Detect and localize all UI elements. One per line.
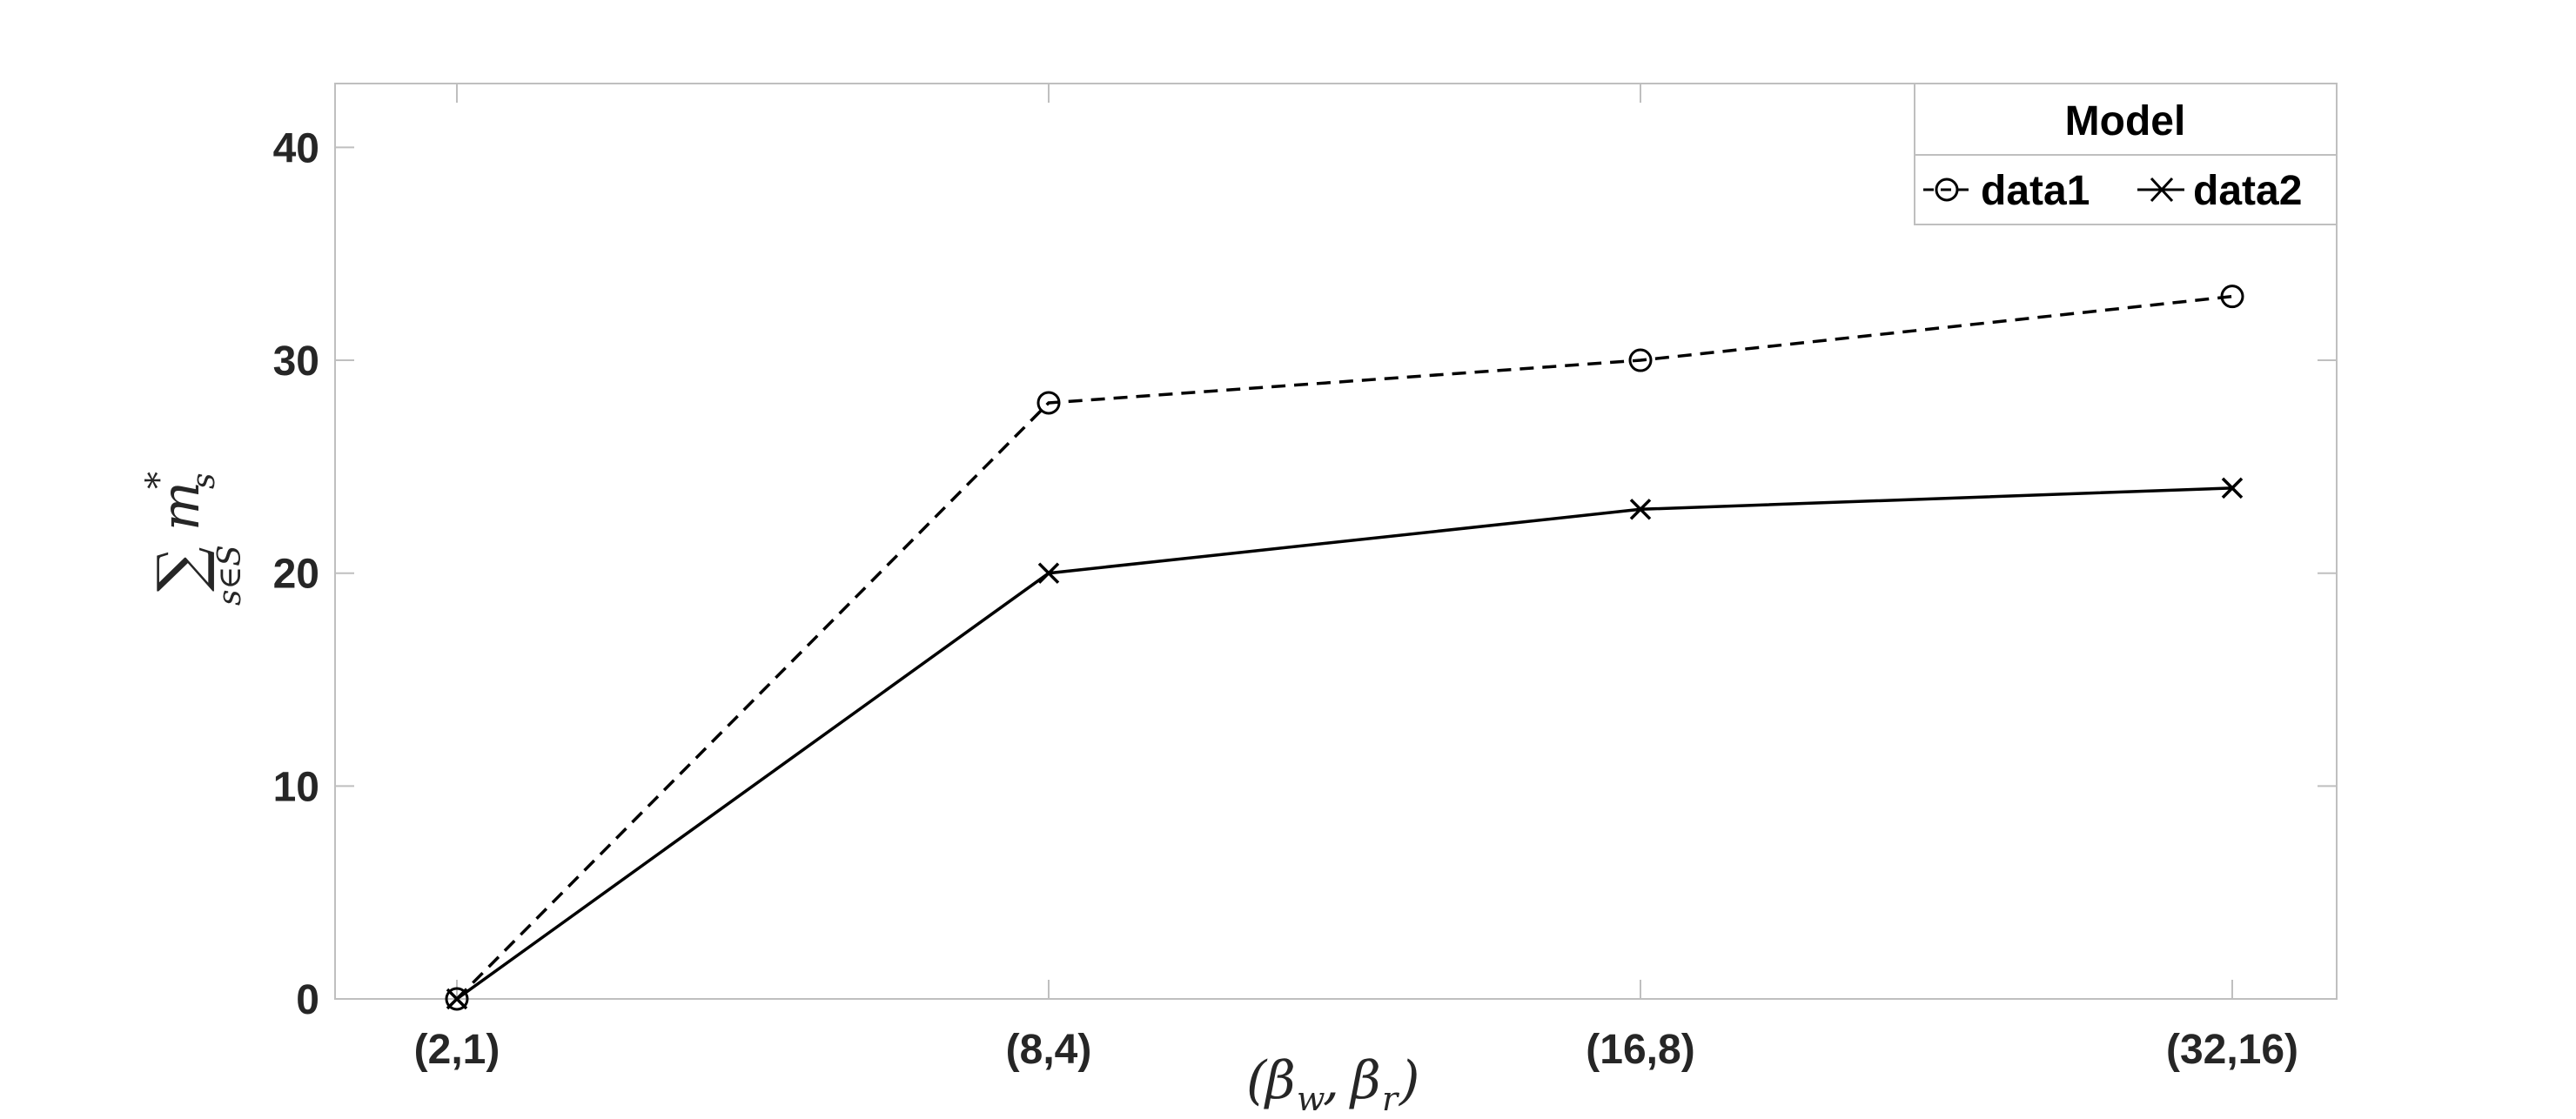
point-data2 — [2221, 477, 2244, 499]
svg-text:*: * — [139, 472, 179, 489]
legend-entry-data1: data1 — [1923, 168, 2090, 214]
point-data1 — [445, 987, 469, 1011]
svg-text:(: ( — [1246, 1050, 1268, 1111]
svg-text:s: s — [186, 473, 222, 489]
legend-label-data2: data2 — [2193, 168, 2302, 214]
point-data2 — [1629, 499, 1652, 520]
point-data1 — [2220, 285, 2244, 309]
series-layer — [445, 285, 2244, 1011]
legend-label-data1: data1 — [1981, 168, 2090, 214]
y-tick-label: 40 — [273, 125, 319, 171]
svg-text:β: β — [1264, 1050, 1296, 1111]
legend-entry-data2: data2 — [2137, 168, 2302, 214]
legend-title: Model — [2065, 98, 2186, 144]
y-tick-label: 30 — [273, 338, 319, 385]
x-tick-labels: (2,1) (8,4) (16,8) (32,16) — [414, 1027, 2298, 1073]
legend-marker-circle — [1935, 178, 1959, 202]
point-data1 — [1628, 348, 1653, 372]
svg-text:w: w — [1297, 1080, 1325, 1118]
svg-text:,: , — [1323, 1050, 1339, 1111]
svg-text:β: β — [1349, 1050, 1381, 1111]
series-line-data1 — [455, 294, 2233, 1001]
y-tick-label: 20 — [273, 552, 319, 598]
point-data1 — [1036, 391, 1061, 415]
x-tick-label: (16,8) — [1586, 1027, 1694, 1073]
y-axis-label: ∑ s∈S m * s — [139, 472, 248, 606]
point-data2 — [446, 988, 468, 1010]
x-tick-label: (2,1) — [414, 1027, 500, 1073]
legend: Model data1 data2 — [1914, 83, 2338, 225]
svg-text:): ) — [1398, 1050, 1419, 1111]
point-data2 — [1037, 562, 1060, 584]
y-tick-label: 0 — [296, 977, 319, 1023]
svg-text:∑: ∑ — [144, 547, 217, 592]
svg-text:m: m — [151, 481, 211, 531]
x-axis-label: ( β w , β r ) — [1246, 1050, 1419, 1118]
y-tick-labels: 0 10 20 30 40 — [273, 125, 319, 1023]
legend-marker-x — [2150, 177, 2174, 203]
y-tick-label: 10 — [273, 764, 319, 810]
svg-text:r: r — [1382, 1080, 1400, 1118]
series-line-data2 — [455, 486, 2233, 1001]
x-tick-label: (32,16) — [2166, 1027, 2298, 1073]
svg-text:s∈S: s∈S — [212, 545, 248, 606]
x-tick-label: (8,4) — [1006, 1027, 1092, 1073]
